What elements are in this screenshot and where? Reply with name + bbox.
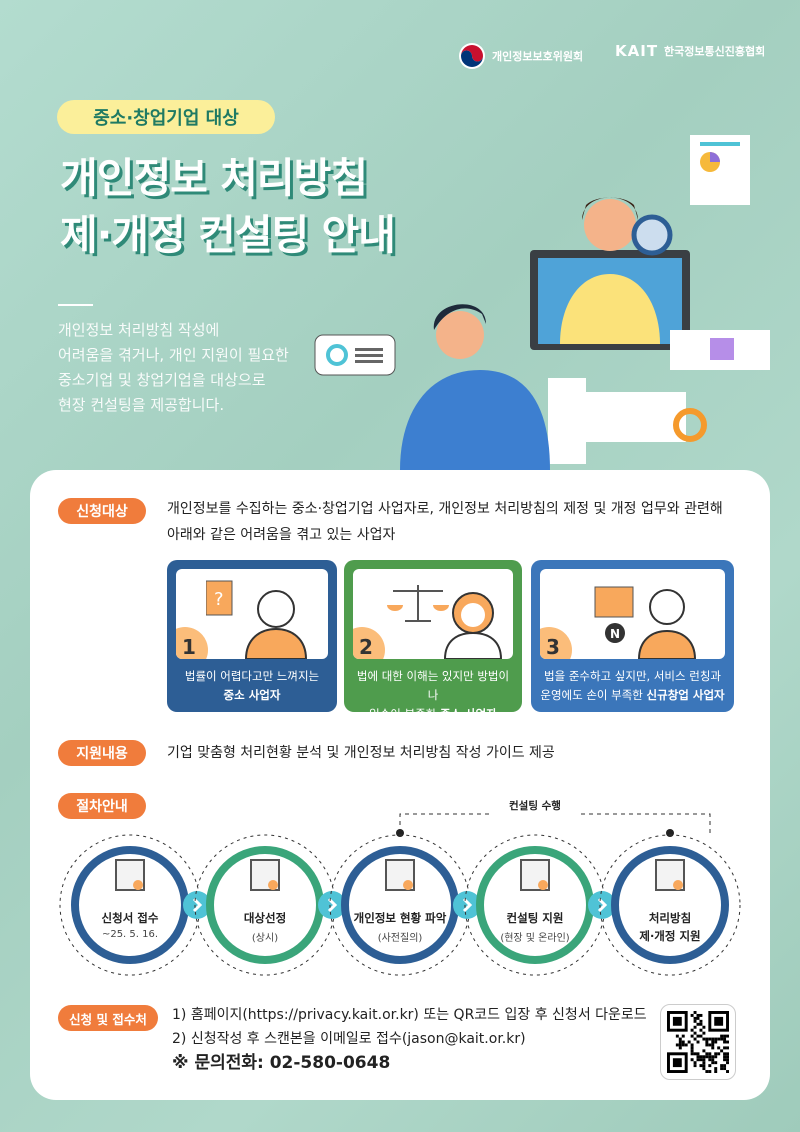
- step-title: 컨설팅 지원: [506, 911, 564, 925]
- consulting-bracket: [399, 813, 711, 833]
- next-arrow-icon: [183, 891, 211, 919]
- support-text: 기업 맞춤형 처리현황 분석 및 개인정보 처리방침 작성 가이드 제공: [167, 745, 555, 761]
- step-subtitle: ~25. 5. 16.: [101, 929, 159, 940]
- case-number: 1: [176, 627, 208, 659]
- qr-code[interactable]: [660, 1004, 736, 1080]
- case-number: 3: [540, 627, 572, 659]
- caption-line: 법을 준수하고 싶지만, 서비스 런칭과: [544, 669, 721, 683]
- target-text-1: 개인정보를 수집하는 중소·창업기업 사업자로, 개인정보 처리방침의 제정 및…: [167, 501, 723, 517]
- checklist-icon-accent: [403, 880, 413, 890]
- pipc-name: 개인정보보호위원회: [492, 50, 584, 63]
- caption-line: 법률이 어렵다고만 느껴지는: [184, 669, 320, 683]
- target-description: 개인정보를 수집하는 중소·창업기업 사업자로, 개인정보 처리방침의 제정 및…: [167, 496, 723, 548]
- svg-text:?: ?: [214, 589, 224, 610]
- desc-line: 개인정보 처리방침 작성에: [58, 321, 220, 339]
- chevron-right-icon: [327, 897, 338, 913]
- kait-name: 한국정보통신진흥협회: [664, 45, 766, 58]
- chevron-right-icon: [462, 897, 473, 913]
- title-line-2: 제·개정 컨설팅 안내: [60, 211, 396, 259]
- apply-label: 신청 및 접수처: [58, 1005, 158, 1031]
- caption-bold: 신규창업 사업자: [646, 688, 725, 702]
- caption-bold: 중소 사업자: [439, 707, 497, 721]
- consulting-bracket-label: 컨설팅 수행: [509, 800, 561, 812]
- strategy-board-icon-accent: [538, 880, 548, 890]
- chevron-right-icon: [597, 897, 608, 913]
- procedure-flow: 컨설팅 수행 신청서 접수 ~25. 5. 16. 대상선정 (상시) 개인정보 현황 …: [40, 800, 760, 1000]
- intro-description: 개인정보 처리방침 작성에 어려움을 겪거나, 개인 지원이 필요한 중소기업 …: [58, 318, 289, 418]
- case-illustration-confused-man: ? 1: [176, 569, 328, 659]
- target-text-2: 아래와 같은 어려움을 겪고 있는 사업자: [167, 527, 396, 543]
- caption-bold: 중소 사업자: [223, 688, 281, 702]
- pipc-logo: 개인정보보호위원회: [458, 42, 583, 70]
- next-arrow-icon: [588, 891, 616, 919]
- case-illustration-startup-man: N 3: [540, 569, 725, 659]
- apply-line-2: 2) 신청작성 후 스캔본을 이메일로 접수(jason@kait.or.kr): [172, 1031, 526, 1047]
- apply-line-1: 1) 홈페이지(https://privacy.kait.or.kr) 또는 Q…: [172, 1007, 647, 1023]
- desc-line: 중소기업 및 창업기업을 대상으로: [58, 371, 266, 389]
- apply-info: 1) 홈페이지(https://privacy.kait.or.kr) 또는 Q…: [172, 1003, 647, 1075]
- title-line-1: 개인정보 처리방침: [60, 154, 368, 202]
- qr-code-icon: [667, 1011, 729, 1073]
- step-subtitle: (현장 및 온라인): [500, 933, 570, 944]
- step-outer-ring: [599, 834, 741, 976]
- desc-line: 어려움을 겪거나, 개인 지원이 필요한: [58, 346, 289, 364]
- step-title: 개인정보 현황 파악: [353, 911, 447, 925]
- case-number: 2: [353, 627, 385, 659]
- gear-icon: [673, 408, 707, 442]
- caption-line: 법에 대한 이해는 있지만 방법이나: [356, 669, 510, 702]
- step-title: 대상선정: [243, 911, 287, 925]
- kait-logo: KAIT 한국정보통신진흥협회: [615, 42, 765, 60]
- profile-search-icon-accent: [268, 880, 278, 890]
- step-subtitle: (상시): [251, 933, 279, 944]
- caption-pre: 운영에도 손이 부족한: [540, 688, 647, 702]
- next-arrow-icon: [453, 891, 481, 919]
- step-title: 신청서 접수: [101, 911, 159, 925]
- procedure-graphic: [59, 805, 741, 976]
- caption-pre: 일손이 부족한: [369, 707, 440, 721]
- case-illustration-scales-woman: 2: [353, 569, 513, 659]
- step-circle: [611, 846, 729, 964]
- procedure-label: 절차안내: [58, 793, 146, 819]
- chevron-right-icon: [192, 897, 203, 913]
- divider: [58, 304, 93, 306]
- next-arrow-icon: [318, 891, 346, 919]
- step-title-2: 제·개정 지원: [639, 929, 701, 943]
- application-pen-icon-accent: [133, 880, 143, 890]
- contact-phone: ※ 문의전화: 02-580-0648: [172, 1053, 391, 1073]
- target-label: 신청대상: [58, 498, 146, 524]
- magnifier-icon: [631, 214, 673, 256]
- kait-mark: KAIT: [615, 42, 659, 60]
- desc-line: 현장 컨설팅을 제공합니다.: [58, 396, 225, 414]
- step-subtitle: (사전질의): [377, 933, 423, 944]
- taegeuk-icon: [459, 43, 485, 69]
- report-document-icon: [690, 135, 750, 205]
- open-book-icon-accent: [673, 880, 683, 890]
- profile-search-icon: [250, 859, 280, 891]
- step-title: 처리방침: [648, 911, 692, 925]
- consulting-illustration: [314, 135, 770, 470]
- svg-text:N: N: [610, 627, 620, 641]
- target-tag: 중소·창업기업 대상: [57, 100, 275, 134]
- page-title: 개인정보 처리방침 제·개정 컨설팅 안내: [60, 150, 396, 264]
- support-label: 지원내용: [58, 740, 146, 766]
